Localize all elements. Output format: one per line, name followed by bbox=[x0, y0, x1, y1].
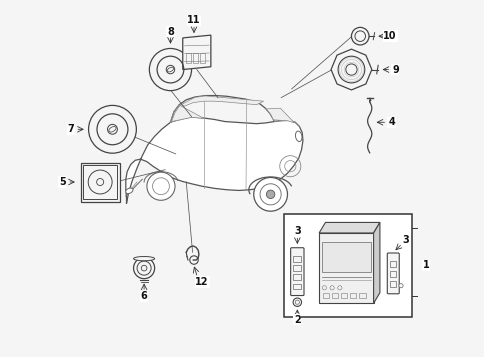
FancyBboxPatch shape bbox=[290, 248, 303, 296]
Text: 10: 10 bbox=[382, 31, 396, 41]
Bar bbox=[293, 275, 301, 280]
Polygon shape bbox=[266, 108, 294, 123]
Polygon shape bbox=[181, 96, 263, 106]
Polygon shape bbox=[171, 105, 203, 122]
Bar bbox=[293, 283, 301, 289]
Polygon shape bbox=[318, 222, 379, 233]
Circle shape bbox=[149, 49, 191, 91]
Bar bbox=[284, 213, 411, 317]
Text: 4: 4 bbox=[387, 117, 394, 127]
Ellipse shape bbox=[295, 131, 302, 141]
Text: 12: 12 bbox=[195, 277, 209, 287]
Circle shape bbox=[253, 177, 287, 211]
Bar bbox=[359, 293, 365, 298]
Bar bbox=[389, 261, 395, 267]
Bar bbox=[293, 265, 301, 271]
Text: 3: 3 bbox=[293, 226, 300, 236]
Bar bbox=[293, 256, 301, 262]
Text: 11: 11 bbox=[187, 15, 200, 25]
Circle shape bbox=[266, 190, 274, 198]
Circle shape bbox=[295, 300, 299, 304]
Ellipse shape bbox=[125, 188, 133, 193]
Bar bbox=[200, 53, 205, 62]
Bar bbox=[389, 281, 395, 287]
Bar bbox=[318, 233, 373, 303]
Bar bbox=[349, 293, 356, 298]
Circle shape bbox=[133, 257, 154, 279]
Polygon shape bbox=[331, 49, 371, 90]
Bar bbox=[80, 162, 120, 201]
Text: 9: 9 bbox=[391, 65, 398, 75]
Circle shape bbox=[292, 298, 301, 306]
Bar bbox=[186, 53, 191, 62]
Bar bbox=[83, 165, 117, 199]
Circle shape bbox=[398, 283, 402, 288]
Text: 6: 6 bbox=[140, 291, 147, 301]
Ellipse shape bbox=[133, 257, 154, 261]
Circle shape bbox=[147, 172, 175, 200]
Polygon shape bbox=[373, 222, 379, 303]
Bar bbox=[193, 53, 198, 62]
Bar bbox=[331, 293, 337, 298]
Polygon shape bbox=[125, 117, 302, 203]
Bar bbox=[340, 293, 347, 298]
Text: 1: 1 bbox=[422, 261, 429, 271]
Text: 2: 2 bbox=[293, 315, 300, 325]
Bar bbox=[321, 242, 370, 272]
Text: 5: 5 bbox=[59, 177, 66, 187]
FancyBboxPatch shape bbox=[387, 253, 398, 294]
Bar bbox=[389, 271, 395, 277]
Text: 7: 7 bbox=[67, 124, 74, 134]
Circle shape bbox=[89, 105, 136, 153]
Bar bbox=[322, 293, 328, 298]
Text: 3: 3 bbox=[402, 235, 408, 245]
Text: 8: 8 bbox=[166, 26, 174, 37]
Polygon shape bbox=[182, 35, 211, 70]
Circle shape bbox=[351, 27, 368, 45]
